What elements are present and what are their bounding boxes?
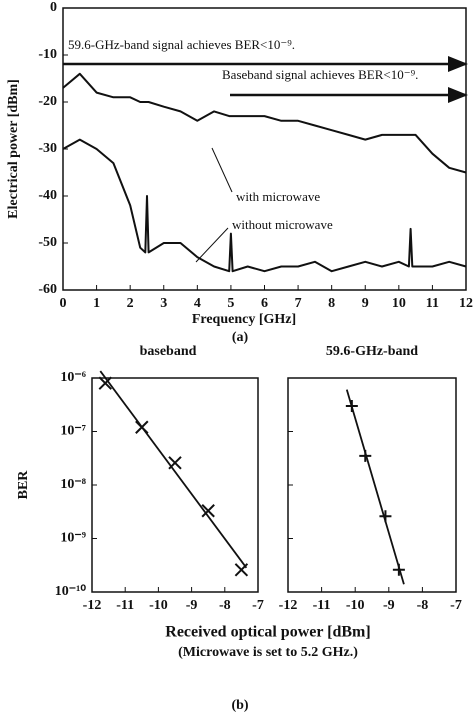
data-point	[359, 449, 372, 462]
x-tick-label: -11	[313, 598, 331, 613]
y-axis-label: BER	[16, 470, 31, 500]
x-tick-label: -11	[116, 598, 134, 613]
x-tick-label: -7	[450, 598, 462, 613]
series-line	[62, 138, 467, 273]
x-tick-label: 12	[459, 296, 473, 311]
x-tick-label: 4	[194, 296, 201, 311]
x-tick-label: 6	[261, 296, 268, 311]
chart-title: 59.6-GHz-band	[326, 344, 418, 359]
plot-frame	[91, 377, 259, 593]
y-tick-label: -10	[38, 47, 57, 62]
y-tick-label: -40	[38, 188, 57, 203]
y-tick-label: 10⁻⁹	[60, 531, 86, 546]
x-tick-label: 5	[227, 296, 234, 311]
x-tick-label: 7	[295, 296, 302, 311]
y-tick-label: -60	[38, 282, 57, 297]
y-tick-label: -20	[38, 94, 57, 109]
caption: (b)	[231, 698, 248, 713]
y-tick-label: 10⁻⁷	[60, 424, 86, 439]
fit-line	[345, 389, 405, 585]
series-line	[62, 72, 467, 174]
note: (Microwave is set to 5.2 GHz.)	[178, 645, 358, 660]
fit-line	[99, 370, 248, 569]
x-tick-label: -12	[83, 598, 102, 613]
x-tick-label: -10	[149, 598, 168, 613]
y-tick-label: -50	[38, 235, 57, 250]
x-tick-label: 0	[60, 296, 67, 311]
x-tick-label: 2	[127, 296, 134, 311]
x-tick-label: -8	[219, 598, 231, 613]
x-tick-label: -9	[383, 598, 395, 613]
x-axis-label: Frequency [GHz]	[192, 312, 296, 327]
y-tick-label: 0	[50, 0, 57, 15]
y-tick-label: 10⁻⁸	[60, 477, 86, 492]
x-tick-label: -7	[252, 598, 264, 613]
annotation: 59.6-GHz-band signal achieves BER<10⁻⁹.	[68, 37, 295, 52]
x-tick-label: -8	[417, 598, 429, 613]
leader-line	[211, 147, 233, 193]
series-label: with microwave	[236, 189, 320, 204]
x-tick-label: 3	[160, 296, 167, 311]
x-axis-label: Received optical power [dBm]	[165, 624, 370, 641]
x-tick-label: 11	[426, 296, 439, 311]
leader-line	[195, 227, 229, 263]
annotation: Baseband signal achieves BER<10⁻⁹.	[222, 67, 418, 82]
x-tick-label: 9	[362, 296, 369, 311]
data-point	[135, 420, 149, 434]
y-tick-label: -30	[38, 141, 57, 156]
data-point	[234, 563, 249, 577]
y-axis-label: Electrical power [dBm]	[6, 79, 21, 219]
data-point	[379, 510, 392, 523]
y-tick-label: 10⁻¹⁰	[55, 584, 87, 599]
y-tick-label: 10⁻⁶	[60, 370, 86, 385]
x-tick-label: 10	[392, 296, 406, 311]
series-label: without microwave	[232, 217, 333, 232]
data-point	[168, 456, 182, 470]
x-tick-label: 1	[93, 296, 100, 311]
plot-frame	[287, 377, 457, 593]
x-tick-label: 8	[328, 296, 335, 311]
data-point	[201, 504, 215, 518]
data-point	[392, 563, 405, 576]
x-tick-label: -9	[186, 598, 198, 613]
x-tick-label: -10	[346, 598, 365, 613]
data-point	[345, 399, 358, 412]
data-point	[98, 376, 112, 390]
chart-title: baseband	[140, 344, 197, 359]
caption: (a)	[232, 330, 249, 345]
x-tick-label: -12	[279, 598, 298, 613]
